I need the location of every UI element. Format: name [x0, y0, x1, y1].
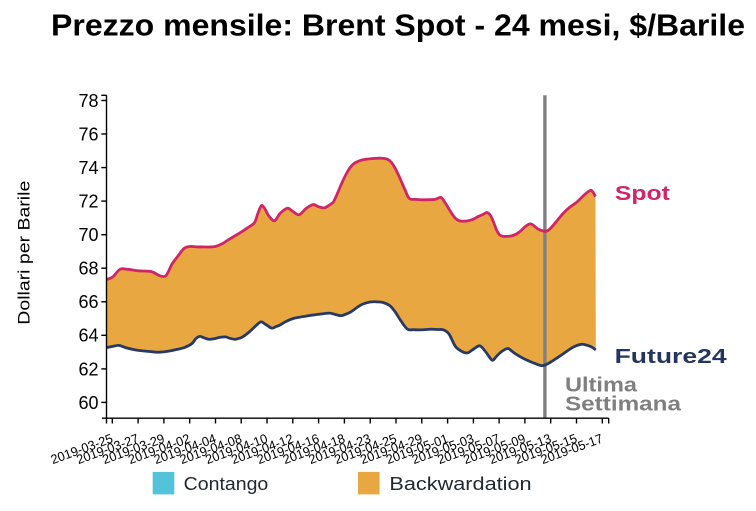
svg-text:64: 64 — [78, 326, 98, 346]
svg-text:66: 66 — [78, 292, 98, 312]
svg-text:Ultima: Ultima — [565, 374, 638, 396]
svg-text:76: 76 — [78, 124, 98, 144]
svg-text:Contango: Contango — [184, 474, 269, 494]
svg-text:60: 60 — [78, 393, 98, 413]
svg-text:68: 68 — [78, 259, 98, 279]
svg-text:Prezzo mensile: Brent Spot - 2: Prezzo mensile: Brent Spot - 24 mesi, $/… — [51, 8, 745, 43]
svg-text:74: 74 — [78, 158, 98, 178]
svg-text:72: 72 — [78, 192, 98, 212]
svg-text:Dollari per Barile: Dollari per Barile — [15, 181, 34, 325]
svg-text:Settimana: Settimana — [565, 393, 682, 415]
svg-text:Backwardation: Backwardation — [389, 474, 531, 494]
svg-text:70: 70 — [78, 225, 98, 245]
svg-text:Future24: Future24 — [615, 346, 728, 368]
svg-text:62: 62 — [78, 359, 98, 379]
svg-text:78: 78 — [78, 91, 98, 111]
svg-text:Spot: Spot — [615, 183, 670, 205]
